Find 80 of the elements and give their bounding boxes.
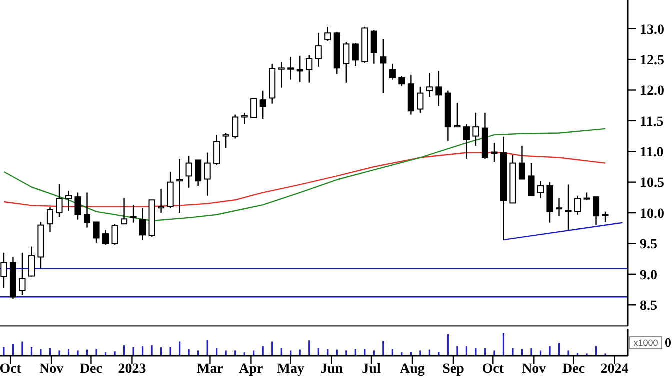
candlestick	[250, 98, 258, 118]
candlestick	[140, 208, 146, 241]
candlestick	[288, 56, 294, 80]
x-tick-label: Aug	[400, 362, 425, 377]
candlestick	[380, 38, 387, 94]
candlestick	[241, 112, 248, 125]
candlestick	[204, 152, 211, 196]
candlestick	[56, 184, 63, 218]
candlestick	[417, 86, 424, 114]
candlestick	[112, 223, 118, 246]
x-tick-label: Nov	[40, 362, 64, 377]
candlestick	[28, 246, 36, 278]
x-tick-label: Nov	[522, 362, 546, 377]
candlestick	[46, 206, 54, 233]
candlestick	[574, 195, 582, 216]
candlestick	[260, 90, 266, 120]
x-tick-label: 2023	[118, 362, 146, 377]
candlestick	[556, 198, 563, 217]
y-tick-label: 10.0	[640, 206, 664, 222]
candlestick	[436, 70, 442, 107]
x-tick-label: Jun	[320, 362, 344, 377]
line-series	[3, 152, 606, 208]
y-tick-label: 12.5	[640, 53, 664, 68]
text: 0	[665, 335, 672, 350]
candlestick	[222, 132, 230, 149]
x-tick-label: Mar	[196, 362, 224, 377]
candlestick	[592, 196, 600, 226]
candlestick	[352, 42, 359, 67]
candlestick	[472, 112, 480, 147]
y-tick-label: 8.5	[640, 299, 658, 314]
candlestick	[232, 114, 239, 140]
candlestick	[537, 180, 544, 199]
candlestick	[176, 158, 184, 214]
y-tick-label: 10.5	[640, 176, 664, 192]
candlestick	[389, 63, 396, 80]
candlestick	[121, 198, 128, 225]
candlestick	[343, 42, 350, 84]
candlestick	[565, 184, 572, 231]
candlestick	[74, 192, 82, 220]
candlestick	[528, 162, 535, 196]
text: x1000	[634, 338, 658, 348]
candlestick	[84, 192, 91, 228]
x-tick-label: 2024	[600, 362, 629, 377]
y-tick-label: 13.0	[640, 22, 664, 38]
candlestick	[214, 134, 220, 166]
candlestick	[315, 32, 322, 68]
candlestick	[454, 102, 461, 128]
candlestick	[186, 155, 192, 188]
candlestick	[463, 123, 470, 160]
candlestick	[491, 142, 498, 163]
candlestick	[158, 188, 165, 214]
x-tick-label: Jul	[362, 362, 381, 377]
candlestick	[370, 29, 378, 64]
x-tick-label: May	[277, 362, 304, 377]
candlestick	[398, 76, 406, 87]
candlestick	[65, 190, 72, 212]
candlestick	[306, 54, 313, 84]
line-series	[3, 128, 606, 222]
candlestick	[195, 160, 202, 187]
candlestick	[130, 204, 137, 224]
y-tick-label: 9.5	[640, 238, 658, 253]
x-tick-label: Oct	[0, 362, 22, 377]
candlestick	[19, 252, 26, 296]
x-tick-label: Sep	[442, 362, 465, 377]
candlestick	[296, 55, 304, 83]
y-tick-label: 12.0	[640, 84, 664, 100]
y-tick-label: 11.0	[640, 146, 664, 161]
x-tick-label: Apr	[239, 362, 264, 377]
x-tick-label: Dec	[80, 362, 102, 377]
candlestick	[278, 61, 285, 88]
candlestick	[518, 146, 526, 180]
x-tick-label: Oct	[482, 362, 504, 377]
y-tick-label: 9.0	[640, 268, 658, 284]
x-tick-label: Dec	[562, 362, 586, 377]
candlestick	[602, 211, 609, 223]
y-tick-label: 11.5	[640, 114, 664, 130]
candlestick	[426, 72, 433, 98]
candlestick	[324, 26, 332, 42]
candlestick	[93, 222, 100, 244]
candlestick	[102, 230, 110, 246]
